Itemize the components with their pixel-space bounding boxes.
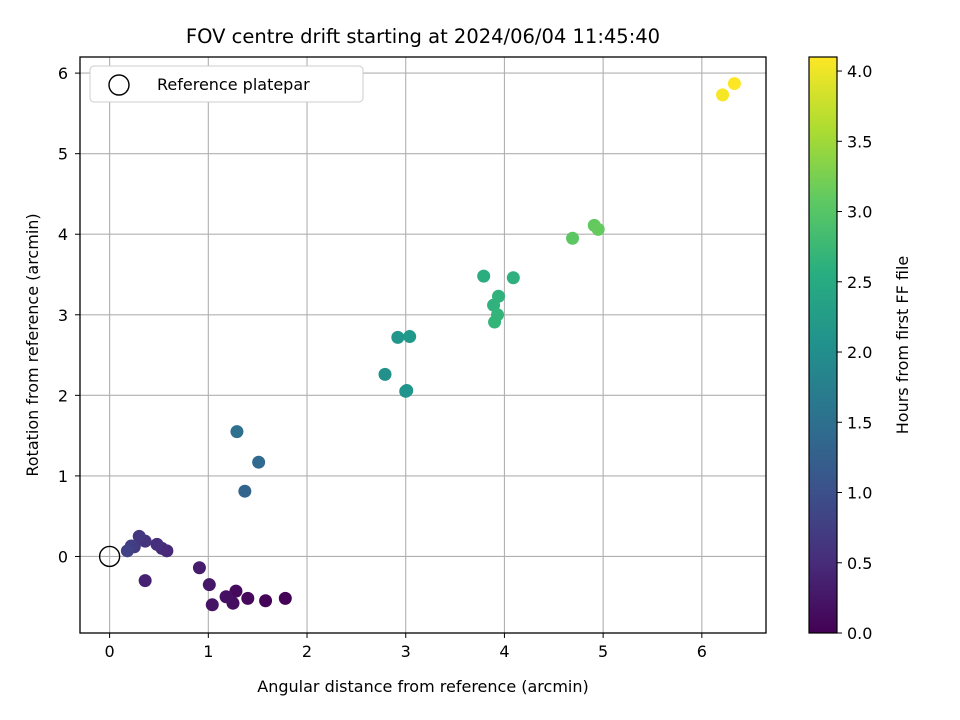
scatter-point <box>192 561 206 575</box>
x-tick-label: 3 <box>401 642 411 661</box>
x-tick-label: 4 <box>499 642 509 661</box>
legend: Reference platepar <box>89 65 364 103</box>
y-axis-ticks: 0 1 2 3 4 5 6 <box>58 64 80 566</box>
colorbar-tick-label: 2.5 <box>847 273 872 292</box>
scatter-point <box>138 574 152 588</box>
legend-box <box>89 65 364 103</box>
scatter-point <box>716 88 730 102</box>
scatter-point <box>278 591 292 605</box>
colorbar-tick-label: 1.5 <box>847 413 872 432</box>
scatter-point <box>403 330 417 344</box>
scatter-point <box>506 271 520 285</box>
scatter-point <box>591 222 605 236</box>
scatter-points <box>120 77 741 612</box>
colorbar-tick-label: 2.0 <box>847 343 872 362</box>
scatter-point <box>229 584 243 598</box>
scatter-point <box>219 590 233 604</box>
x-tick-label: 6 <box>697 642 707 661</box>
scatter-point <box>391 330 405 344</box>
scatter-point <box>477 269 491 283</box>
colorbar-gradient <box>808 56 838 634</box>
x-axis-label: Angular distance from reference (arcmin) <box>257 677 588 696</box>
scatter-point <box>241 591 255 605</box>
scatter-point <box>378 367 392 381</box>
plot-frame <box>79 56 767 634</box>
scatter-point <box>488 315 502 329</box>
y-tick-label: 6 <box>58 64 68 83</box>
scatter-point <box>205 598 219 612</box>
scatter-point <box>400 384 414 398</box>
scatter-point <box>150 537 164 551</box>
y-tick-label: 5 <box>58 145 68 164</box>
colorbar-label: Hours from first FF file <box>893 256 912 435</box>
legend-entry-reference: Reference platepar <box>157 75 310 94</box>
legend-marker <box>108 74 130 96</box>
colorbar-tick-label: 0.0 <box>847 624 872 643</box>
colorbar-tick-label: 0.5 <box>847 554 872 573</box>
scatter-point <box>727 77 741 91</box>
scatter-point <box>252 455 266 469</box>
colorbar: 0.0 0.5 1.0 1.5 2.0 2.5 3.0 3.5 4.0 Hours from f… <box>808 56 912 643</box>
plot-area: 0 1 2 3 4 5 6 0 1 2 3 4 5 6 <box>58 56 767 661</box>
scatter-point <box>230 425 244 439</box>
y-tick-label: 0 <box>58 547 68 566</box>
x-axis-ticks: 0 1 2 3 4 5 6 <box>105 633 707 661</box>
scatter-point <box>238 484 252 498</box>
scatter-point <box>132 529 146 543</box>
scatter-point <box>120 544 134 558</box>
x-tick-label: 2 <box>302 642 312 661</box>
scatter-point <box>566 231 580 245</box>
y-tick-label: 1 <box>58 467 68 486</box>
reference-point <box>98 545 121 568</box>
scatter-point <box>259 594 273 608</box>
chart-title: FOV centre drift starting at 2024/06/04 … <box>186 25 660 48</box>
y-tick-label: 4 <box>58 225 68 244</box>
colorbar-tick-label: 3.5 <box>847 132 872 151</box>
colorbar-tick-label: 1.0 <box>847 484 872 503</box>
scatter-point <box>492 289 506 303</box>
y-axis-label: Rotation from reference (arcmin) <box>23 213 42 476</box>
x-tick-label: 5 <box>598 642 608 661</box>
y-tick-label: 3 <box>58 306 68 325</box>
colorbar-tick-label: 3.0 <box>847 203 872 222</box>
x-tick-label: 1 <box>203 642 213 661</box>
scatter-point <box>202 578 216 592</box>
x-tick-label: 0 <box>105 642 115 661</box>
colorbar-ticks: 0.0 0.5 1.0 1.5 2.0 2.5 3.0 3.5 4.0 <box>837 62 872 643</box>
colorbar-tick-label: 4.0 <box>847 62 872 81</box>
grid <box>80 57 766 633</box>
y-tick-label: 2 <box>58 386 68 405</box>
